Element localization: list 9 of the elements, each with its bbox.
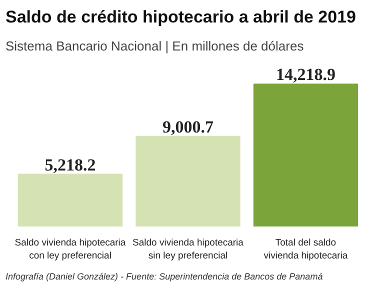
chart-subtitle: Sistema Bancario Nacional | En millones de dólares xyxy=(6,38,304,54)
x-tick-label: Saldo vivienda hipotecaria con ley preferencial xyxy=(14,238,126,262)
text: Infografía (Daniel González) - Fuente: Superintendencia de Bancos de Panamá xyxy=(6,272,323,282)
chart-title: Saldo de crédito hipotecario a abril de 2019 xyxy=(6,8,356,26)
data-label: 5,218.2 xyxy=(44,155,96,174)
x-tick-label: Total del saldo vivienda hipotecaria xyxy=(264,238,348,262)
data-label: 9,000.7 xyxy=(162,117,214,136)
x-tick-label: Saldo vivienda hipotecaria sin ley preferencial xyxy=(132,238,244,262)
data-label: 14,218.9 xyxy=(276,65,336,84)
